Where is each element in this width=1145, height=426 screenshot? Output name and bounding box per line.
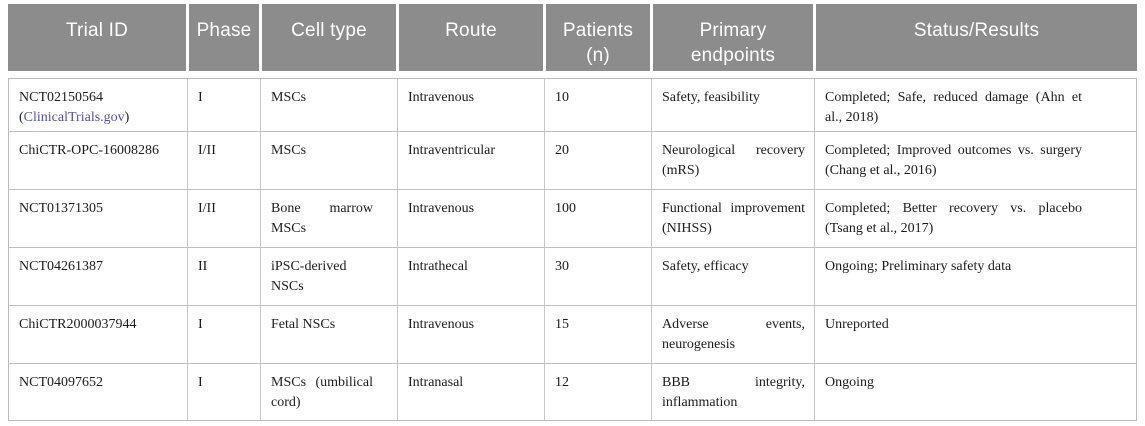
paren-open: (: [19, 110, 24, 125]
cell-primary-endpoints: Adverse events, neurogenesis: [651, 306, 814, 363]
cell-status-results: Ongoing: [814, 364, 1136, 420]
clinical-trials-table: Trial ID Phase Cell type Route Patients …: [8, 4, 1137, 421]
cell-route: Intraventricular: [397, 132, 544, 189]
cell-status-results: Completed; Safe, reduced damage (Ahn et …: [814, 79, 1136, 131]
cell-trial-id: NCT04097652: [9, 364, 187, 420]
table-row: NCT02150564 (ClinicalTrials.gov) I MSCs …: [9, 79, 1136, 131]
cell-status-results: Ongoing; Preliminary safety data: [814, 248, 1136, 305]
cell-route: Intranasal: [397, 364, 544, 420]
cell-phase: I/II: [187, 190, 260, 247]
col-header-endpoints: Primary endpoints: [650, 4, 813, 71]
cell-patients-n: 30: [544, 248, 651, 305]
trial-id-text: ChiCTR-OPC-16008286: [19, 143, 160, 158]
col-header-trial-id: Trial ID: [8, 4, 186, 71]
cell-route: Intravenous: [397, 79, 544, 131]
cell-phase: I: [187, 79, 260, 131]
col-header-status-results: Status/Results: [813, 4, 1137, 71]
cell-cell-type: MSCs (umbilical cord): [260, 364, 397, 420]
cell-primary-endpoints: Neurological recovery (mRS): [651, 132, 814, 189]
cell-patients-n: 15: [544, 306, 651, 363]
trial-id-text: NCT04261387: [19, 259, 103, 274]
trial-link-line: (ClinicalTrials.gov): [19, 108, 178, 128]
cell-status-results: Completed; Improved outcomes vs. surgery…: [814, 132, 1136, 189]
clinicaltrials-gov-link[interactable]: ClinicalTrials.gov: [23, 110, 125, 125]
cell-cell-type: MSCs: [260, 132, 397, 189]
cell-patients-n: 10: [544, 79, 651, 131]
col-header-cell-type: Cell type: [259, 4, 396, 71]
cell-cell-type: Fetal NSCs: [260, 306, 397, 363]
cell-route: Intrathecal: [397, 248, 544, 305]
cell-primary-endpoints: Functional improvement (NIHSS): [651, 190, 814, 247]
trial-id-text: NCT02150564: [19, 90, 103, 105]
cell-patients-n: 12: [544, 364, 651, 420]
cell-cell-type: Bone marrow MSCs: [260, 190, 397, 247]
cell-primary-endpoints: BBB integrity, inflammation: [651, 364, 814, 420]
table-row: NCT04097652 I MSCs (umbilical cord) Intr…: [9, 363, 1136, 420]
cell-route: Intravenous: [397, 306, 544, 363]
cell-trial-id: NCT02150564 (ClinicalTrials.gov): [9, 79, 187, 131]
col-header-patients: Patients (n): [543, 4, 650, 71]
cell-trial-id: NCT01371305: [9, 190, 187, 247]
table-row: ChiCTR-OPC-16008286 I/II MSCs Intraventr…: [9, 131, 1136, 189]
table-row: NCT04261387 II iPSC-derived NSCs Intrath…: [9, 247, 1136, 305]
cell-trial-id: ChiCTR2000037944: [9, 306, 187, 363]
table-row: NCT01371305 I/II Bone marrow MSCs Intrav…: [9, 189, 1136, 247]
trial-id-text: ChiCTR2000037944: [19, 317, 137, 332]
table-header-row: Trial ID Phase Cell type Route Patients …: [8, 4, 1137, 71]
trial-id-text: NCT04097652: [19, 375, 103, 390]
col-header-route: Route: [396, 4, 543, 71]
paren-close: ): [124, 110, 130, 125]
cell-patients-n: 100: [544, 190, 651, 247]
cell-phase: I/II: [187, 132, 260, 189]
cell-cell-type: iPSC-derived NSCs: [260, 248, 397, 305]
cell-phase: I: [187, 364, 260, 420]
table-body: NCT02150564 (ClinicalTrials.gov) I MSCs …: [8, 78, 1137, 421]
cell-primary-endpoints: Safety, feasibility: [651, 79, 814, 131]
cell-phase: II: [187, 248, 260, 305]
trial-id-text: NCT01371305: [19, 201, 103, 216]
cell-status-results: Completed; Better recovery vs. placebo (…: [814, 190, 1136, 247]
cell-route: Intravenous: [397, 190, 544, 247]
cell-cell-type: MSCs: [260, 79, 397, 131]
cell-status-results: Unreported: [814, 306, 1136, 363]
table-row: ChiCTR2000037944 I Fetal NSCs Intravenou…: [9, 305, 1136, 363]
cell-trial-id: NCT04261387: [9, 248, 187, 305]
col-header-phase: Phase: [186, 4, 259, 71]
cell-trial-id: ChiCTR-OPC-16008286: [9, 132, 187, 189]
cell-primary-endpoints: Safety, efficacy: [651, 248, 814, 305]
cell-phase: I: [187, 306, 260, 363]
cell-patients-n: 20: [544, 132, 651, 189]
